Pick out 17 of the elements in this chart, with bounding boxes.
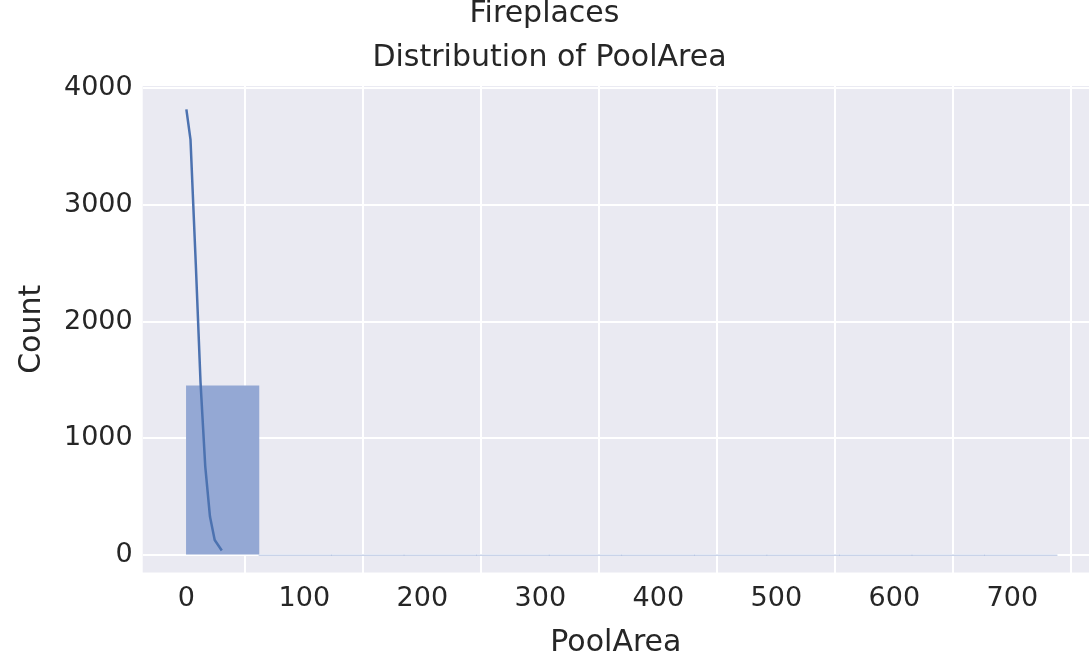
y-axis-title: Count: [11, 284, 47, 374]
x-tick-label: 0: [177, 580, 195, 612]
x-tick-label: 500: [750, 580, 803, 612]
y-tick-label: 1000: [63, 420, 133, 452]
y-tick-label: 4000: [63, 70, 133, 102]
y-tick-label: 3000: [63, 187, 133, 219]
x-tick-label: 600: [868, 580, 921, 612]
y-tick-label: 0: [115, 537, 133, 569]
x-tick-label: 400: [632, 580, 685, 612]
chart-title: Distribution of PoolArea: [372, 37, 727, 73]
text: Fireplaces: [468, 0, 621, 29]
x-axis-title: PoolArea: [550, 622, 682, 658]
x-tick-label: 200: [396, 580, 449, 612]
x-tick-label: 700: [986, 580, 1039, 612]
x-tick-label: 300: [514, 580, 567, 612]
y-tick-label: 2000: [63, 303, 133, 335]
x-tick-label: 100: [278, 580, 331, 612]
